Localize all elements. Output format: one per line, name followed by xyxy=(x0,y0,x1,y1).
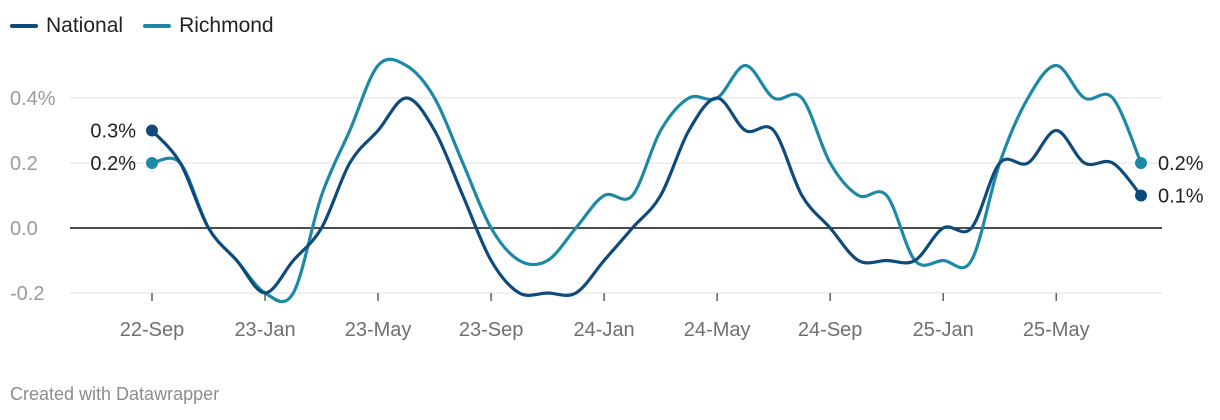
series-line-national xyxy=(150,96,1143,297)
end-label-richmond: 0.2% xyxy=(1158,153,1204,175)
y-tick-label: 0.0 xyxy=(10,218,38,240)
x-tick-label: 23-Sep xyxy=(459,319,524,341)
start-label-national: 0.3% xyxy=(90,121,136,143)
y-tick-label: 0.4% xyxy=(10,88,56,110)
x-tick-label: 25-May xyxy=(1023,319,1090,341)
legend-label-national: National xyxy=(46,14,124,37)
end-label-national: 0.1% xyxy=(1158,186,1204,208)
start-point-richmond xyxy=(146,157,158,169)
legend-label-richmond: Richmond xyxy=(179,14,274,37)
x-tick-label: 22-Sep xyxy=(120,319,185,341)
legend-swatch-richmond xyxy=(143,24,172,28)
legend-swatch-national xyxy=(10,24,38,28)
end-point-national xyxy=(1135,189,1147,202)
end-point-richmond xyxy=(1135,157,1147,169)
x-tick-label: 23-May xyxy=(345,319,412,341)
x-tick-label: 23-Jan xyxy=(234,319,295,341)
credit-text: Created with Datawrapper xyxy=(10,384,220,404)
legend-item-national: National xyxy=(10,14,123,38)
y-tick-label: -0.2 xyxy=(10,283,44,305)
y-tick-label: 0.2 xyxy=(10,153,38,175)
legend: National Richmond xyxy=(10,14,274,38)
x-tick-label: 24-Sep xyxy=(798,319,863,341)
x-tick-label: 24-May xyxy=(684,319,751,341)
series-line-richmond xyxy=(150,57,1143,304)
start-point-national xyxy=(146,124,158,137)
start-label-richmond: 0.2% xyxy=(90,153,136,175)
x-tick-label: 24-Jan xyxy=(574,319,635,341)
legend-item-richmond: Richmond xyxy=(143,14,274,38)
x-tick-label: 25-Jan xyxy=(913,319,974,341)
